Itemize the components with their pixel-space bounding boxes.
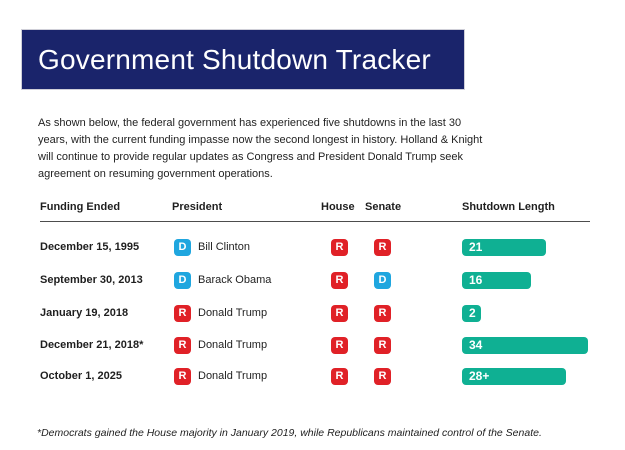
funding-ended-date: December 21, 2018* — [40, 339, 144, 351]
president-name: Donald Trump — [198, 307, 268, 319]
intro-paragraph: As shown below, the federal government h… — [38, 117, 483, 180]
table-row: December 15, 1995 D Bill Clinton R R 21 — [0, 231, 625, 264]
house-party-badge: R — [331, 305, 348, 322]
president-name: Donald Trump — [198, 370, 268, 382]
shutdown-length-bar: 21 — [462, 239, 546, 256]
house-party-badge: R — [331, 368, 348, 385]
table-row: October 1, 2025 R Donald Trump R R 28+ — [0, 360, 625, 393]
column-header-shutdown-length: Shutdown Length — [462, 201, 555, 213]
president-party-badge: D — [174, 272, 191, 289]
president-party-badge: D — [174, 239, 191, 256]
shutdown-length-value: 21 — [469, 240, 483, 254]
header-divider-line — [40, 221, 590, 222]
table-row: December 21, 2018* R Donald Trump R R 34 — [0, 329, 625, 362]
funding-ended-date: October 1, 2025 — [40, 370, 122, 382]
president-party-badge: R — [174, 368, 191, 385]
senate-party-badge: D — [374, 272, 391, 289]
shutdown-length-value: 34 — [469, 338, 483, 352]
shutdown-length-bar: 2 — [462, 305, 481, 322]
table-row: January 19, 2018 R Donald Trump R R 2 — [0, 297, 625, 330]
senate-party-badge: R — [374, 239, 391, 256]
shutdown-length-bar: 28+ — [462, 368, 566, 385]
table-row: September 30, 2013 D Barack Obama R D 16 — [0, 264, 625, 297]
senate-party-badge: R — [374, 337, 391, 354]
funding-ended-date: September 30, 2013 — [40, 274, 143, 286]
president-party-badge: R — [174, 337, 191, 354]
senate-party-badge: R — [374, 368, 391, 385]
shutdown-length-bar: 34 — [462, 337, 588, 354]
president-party-badge: R — [174, 305, 191, 322]
funding-ended-date: December 15, 1995 — [40, 241, 140, 253]
president-name: Bill Clinton — [198, 241, 250, 253]
shutdown-length-bar: 16 — [462, 272, 531, 289]
house-party-badge: R — [331, 337, 348, 354]
page-title: Government Shutdown Tracker — [38, 43, 431, 75]
column-header-senate: Senate — [365, 201, 402, 213]
shutdown-length-value: 2 — [469, 306, 476, 320]
title-banner: Government Shutdown Tracker — [21, 29, 465, 90]
shutdown-length-value: 16 — [469, 273, 483, 287]
shutdown-length-value: 28+ — [469, 369, 490, 383]
column-header-house: House — [321, 201, 355, 213]
column-header-president: President — [172, 201, 223, 213]
footnote-text: *Democrats gained the House majority in … — [37, 426, 542, 439]
house-party-badge: R — [331, 239, 348, 256]
senate-party-badge: R — [374, 305, 391, 322]
funding-ended-date: January 19, 2018 — [40, 307, 129, 319]
president-name: Donald Trump — [198, 339, 268, 351]
house-party-badge: R — [331, 272, 348, 289]
president-name: Barack Obama — [198, 274, 272, 286]
column-header-funding-ended: Funding Ended — [40, 201, 121, 213]
